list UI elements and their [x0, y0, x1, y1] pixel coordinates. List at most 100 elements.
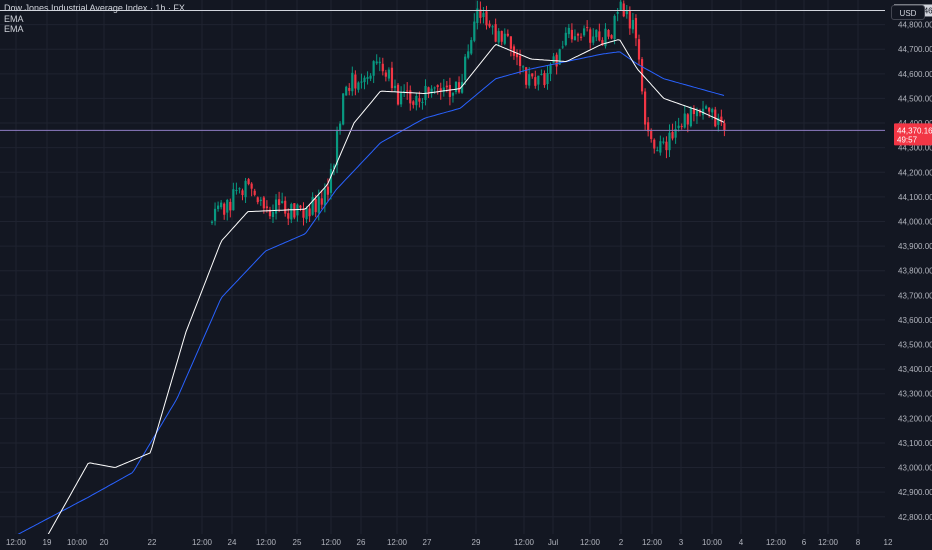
symbol-title[interactable]: Dow Jones Industrial Average Index · 1h …	[4, 3, 185, 13]
candle-body	[512, 46, 516, 56]
time-tick-label: 19	[43, 538, 52, 547]
candle-body	[271, 212, 275, 217]
price-tick-label: 44,700.00	[898, 45, 932, 54]
candle-body	[348, 87, 351, 91]
time-tick-label: 3	[679, 538, 684, 547]
price-tick-label: 42,800.00	[898, 513, 932, 522]
candle-body	[220, 202, 223, 208]
candle-body	[637, 39, 641, 60]
candle-body	[375, 61, 378, 64]
candle-body	[406, 90, 409, 92]
candle-body	[705, 106, 708, 109]
price-tick-label: 44,200.00	[898, 168, 932, 177]
candle-body	[543, 73, 546, 86]
time-axis[interactable]: 12:00 19 10:00 20 22 12:00 24 12:00 25 12:00 26 12:…	[0, 534, 932, 550]
candle-body	[311, 197, 314, 215]
candle-body	[287, 213, 290, 219]
candle-body	[488, 23, 491, 27]
candle-body	[482, 13, 485, 18]
candle-body	[653, 139, 656, 149]
countdown-label: 49:57	[897, 135, 918, 144]
candle-body	[320, 198, 323, 205]
price-tick-label: 44,500.00	[898, 94, 932, 103]
candle-body	[503, 33, 506, 44]
candle-body	[262, 197, 265, 209]
candle-body	[701, 108, 705, 116]
price-axis[interactable]: 42,800.00 42,900.00 43,000.00 43,100.00 43,2…	[885, 0, 932, 534]
price-tick-label: 44,800.00	[898, 21, 932, 30]
candle-body	[323, 188, 326, 206]
price-tick-label: 43,400.00	[898, 365, 932, 374]
time-tick-label: 2	[619, 538, 624, 547]
candle-body	[677, 125, 680, 128]
candle-body	[235, 190, 238, 192]
time-tick-label: 27	[423, 538, 432, 547]
time-axis-background	[0, 534, 932, 550]
candle-body	[644, 91, 647, 125]
ema-indicator-label-1[interactable]: EMA	[4, 13, 24, 24]
candle-body	[302, 209, 305, 218]
candle-body	[695, 110, 699, 117]
candle-body	[476, 8, 479, 24]
candle-body	[329, 168, 333, 193]
price-tick-label: 44,000.00	[898, 217, 932, 226]
candle-body	[674, 129, 677, 138]
price-tick-label: 44,300.00	[898, 144, 932, 153]
price-tick-label: 43,900.00	[898, 242, 932, 251]
candle-body	[485, 11, 488, 26]
candle-body	[586, 26, 589, 28]
price-tick-label: 42,900.00	[898, 488, 932, 497]
candle-body	[421, 101, 424, 103]
candle-body	[579, 36, 583, 38]
candle-body	[549, 65, 552, 74]
candle-body	[634, 18, 638, 39]
time-tick-label: Jul	[548, 538, 558, 547]
candle-body	[400, 92, 403, 105]
candle-body	[564, 32, 567, 45]
candle-body	[308, 208, 311, 217]
time-tick-label: 29	[472, 538, 481, 547]
candle-body	[247, 179, 250, 185]
time-tick-label: 12:00	[321, 538, 342, 547]
price-axis-background	[885, 0, 932, 534]
candle-body	[387, 69, 390, 79]
ema-indicator-label-2[interactable]: EMA	[4, 24, 24, 34]
candle-body	[454, 81, 458, 93]
candle-body	[232, 189, 235, 211]
candle-body	[436, 85, 439, 88]
candle-body	[528, 74, 531, 86]
time-tick-label: 12:00	[766, 538, 787, 547]
candle-body	[723, 123, 726, 131]
candle-body	[345, 86, 348, 96]
candle-body	[708, 107, 711, 112]
time-tick-label: 10:00	[67, 538, 88, 547]
currency-button[interactable]: USD	[891, 5, 925, 20]
candle-body	[259, 199, 262, 202]
candle-body	[500, 31, 503, 42]
candle-body	[604, 28, 607, 47]
candle-body	[479, 9, 482, 18]
time-tick-label: 10:00	[702, 538, 723, 547]
price-tick-label: 43,500.00	[898, 341, 932, 350]
candle-body	[619, 1, 622, 11]
candle-body	[433, 87, 436, 89]
candle-body	[213, 208, 217, 221]
candle-body	[223, 203, 226, 215]
grid-lines	[0, 0, 885, 534]
candle-body	[278, 199, 281, 206]
time-tick-label: 4	[739, 538, 744, 547]
candle-body	[281, 201, 284, 203]
candle-body	[711, 108, 714, 113]
candle-body	[442, 87, 445, 92]
candle-body	[570, 29, 573, 40]
ema-fast-line	[0, 39, 725, 542]
time-tick-label: 22	[148, 538, 157, 547]
last-price-tag-label: 44,370.16	[897, 126, 932, 135]
candle-body	[284, 200, 287, 214]
chart-legend: Dow Jones Industrial Average Index · 1h …	[4, 3, 185, 35]
candle-body	[631, 19, 634, 30]
candle-body	[393, 85, 397, 89]
candle-body	[567, 27, 570, 35]
